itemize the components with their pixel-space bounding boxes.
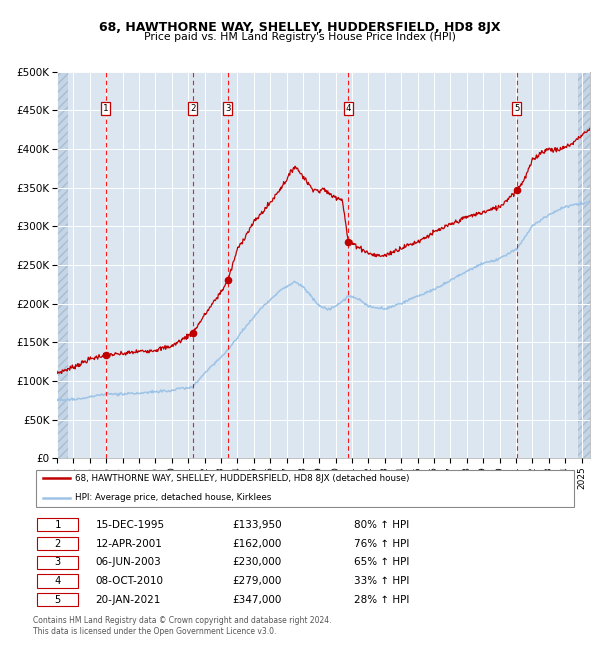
Text: 12-APR-2001: 12-APR-2001 <box>95 539 163 549</box>
Text: 06-JUN-2003: 06-JUN-2003 <box>95 557 161 567</box>
Text: 1: 1 <box>103 104 108 113</box>
FancyBboxPatch shape <box>37 518 78 532</box>
Text: £347,000: £347,000 <box>232 595 281 604</box>
Text: 15-DEC-1995: 15-DEC-1995 <box>95 520 165 530</box>
Bar <box>57 72 68 458</box>
Text: 08-OCT-2010: 08-OCT-2010 <box>95 576 164 586</box>
Text: Price paid vs. HM Land Registry's House Price Index (HPI): Price paid vs. HM Land Registry's House … <box>144 32 456 42</box>
Text: 68, HAWTHORNE WAY, SHELLEY, HUDDERSFIELD, HD8 8JX: 68, HAWTHORNE WAY, SHELLEY, HUDDERSFIELD… <box>99 21 501 34</box>
Text: HPI: Average price, detached house, Kirklees: HPI: Average price, detached house, Kirk… <box>76 493 272 502</box>
FancyBboxPatch shape <box>37 556 78 569</box>
Text: 80% ↑ HPI: 80% ↑ HPI <box>355 520 410 530</box>
Text: 76% ↑ HPI: 76% ↑ HPI <box>355 539 410 549</box>
Text: 5: 5 <box>514 104 520 113</box>
Text: 20-JAN-2021: 20-JAN-2021 <box>95 595 161 604</box>
Text: £162,000: £162,000 <box>232 539 281 549</box>
Text: £230,000: £230,000 <box>232 557 281 567</box>
FancyBboxPatch shape <box>37 537 78 550</box>
Text: 1: 1 <box>55 520 61 530</box>
FancyBboxPatch shape <box>36 469 574 507</box>
Bar <box>578 72 590 458</box>
FancyBboxPatch shape <box>37 575 78 588</box>
Text: £279,000: £279,000 <box>232 576 281 586</box>
Text: £133,950: £133,950 <box>232 520 281 530</box>
FancyBboxPatch shape <box>37 593 78 606</box>
Text: 2: 2 <box>55 539 61 549</box>
Bar <box>578 72 590 458</box>
Text: Contains HM Land Registry data © Crown copyright and database right 2024.
This d: Contains HM Land Registry data © Crown c… <box>33 616 331 636</box>
Text: 68, HAWTHORNE WAY, SHELLEY, HUDDERSFIELD, HD8 8JX (detached house): 68, HAWTHORNE WAY, SHELLEY, HUDDERSFIELD… <box>76 474 410 483</box>
Text: 3: 3 <box>55 557 61 567</box>
Text: 33% ↑ HPI: 33% ↑ HPI <box>355 576 410 586</box>
Bar <box>57 72 68 458</box>
Text: 3: 3 <box>226 104 230 113</box>
Text: 4: 4 <box>346 104 351 113</box>
Text: 28% ↑ HPI: 28% ↑ HPI <box>355 595 410 604</box>
Text: 2: 2 <box>190 104 196 113</box>
Text: 4: 4 <box>55 576 61 586</box>
Text: 65% ↑ HPI: 65% ↑ HPI <box>355 557 410 567</box>
Text: 5: 5 <box>55 595 61 604</box>
